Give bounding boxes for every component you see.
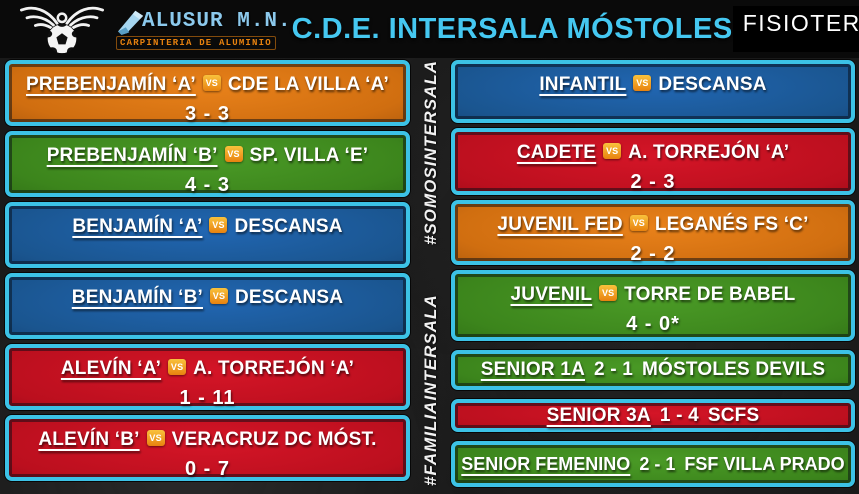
home-team: SENIOR FEMENINO — [461, 453, 631, 474]
home-team: JUVENIL FED — [497, 214, 623, 235]
match-card-prebenjamin-a: PREBENJAMÍN ‘A’ VS CDE LA VILLA ‘A’ 3 - 3 — [5, 60, 410, 126]
fisioterapia-sponsor-logo: FISIOTERAPIA Kinesis — [732, 6, 859, 52]
vs-badge-icon: VS — [603, 143, 622, 160]
match-score: 0 - 7 — [184, 458, 231, 480]
away-team: VERACRUZ DC MÓST. — [171, 429, 377, 450]
home-team: BENJAMÍN ‘B’ — [71, 287, 203, 308]
home-team: JUVENIL — [510, 284, 593, 305]
match-card-alevin-b: ALEVÍN ‘B’ VS VERACRUZ DC MÓST. 0 - 7 — [5, 415, 410, 481]
results-right-column: INFANTIL VS DESCANSA CADETE VS A. TORREJÓN ‘… — [451, 60, 855, 487]
match-card-senior-1a: SENIOR 1A 2 - 1 MÓSTOLES DEVILS — [451, 350, 855, 390]
vs-badge-icon: VS — [224, 146, 243, 163]
home-team: SENIOR 1A — [480, 359, 585, 380]
match-score: 3 - 3 — [184, 103, 231, 125]
match-card-benjamin-b: BENJAMÍN ‘B’ VS DESCANSA — [5, 273, 410, 339]
away-team: DESCANSA — [658, 74, 767, 95]
vs-badge-icon: VS — [599, 285, 618, 302]
match-score: 1 - 4 — [659, 404, 699, 426]
header-bar: ALUSUR M.N. CARPINTERIA DE ALUMINIO C.D.… — [0, 0, 859, 58]
match-score: 2 - 2 — [630, 243, 676, 265]
home-team: BENJAMÍN ‘A’ — [72, 216, 203, 237]
away-team: FSF VILLA PRADO — [684, 453, 845, 474]
vs-badge-icon: VS — [629, 215, 648, 232]
vs-badge-icon: VS — [146, 430, 165, 447]
match-card-benjamin-a: BENJAMÍN ‘A’ VS DESCANSA — [5, 202, 410, 268]
hashtag-familia-intersala: #FAMILIAINTERSALA — [420, 294, 440, 486]
away-team: LEGANÉS FS ‘C’ — [654, 214, 809, 235]
match-card-infantil: INFANTIL VS DESCANSA — [451, 60, 855, 123]
page-title: C.D.E. INTERSALA MÓSTOLES — [291, 12, 733, 45]
vs-badge-icon: VS — [202, 75, 221, 92]
home-team: INFANTIL — [539, 74, 627, 95]
alusur-sponsor-logo: ALUSUR M.N. CARPINTERIA DE ALUMINIO — [116, 9, 292, 50]
winged-ball-club-logo — [19, 6, 104, 54]
alusur-logo-mark — [118, 10, 144, 35]
match-score: 2 - 1 — [639, 453, 676, 474]
match-score: 2 - 3 — [630, 171, 676, 193]
home-team: ALEVÍN ‘B’ — [38, 429, 140, 450]
alusur-name: ALUSUR M.N. — [142, 10, 292, 33]
vs-badge-icon: VS — [168, 359, 187, 376]
match-card-prebenjamin-b: PREBENJAMÍN ‘B’ VS SP. VILLA ‘E’ 4 - 3 — [5, 131, 410, 197]
hashtag-banner: #FAMILIAINTERSALA #SOMOSINTERSALA — [412, 58, 449, 488]
match-card-alevin-a: ALEVÍN ‘A’ VS A. TORREJÓN ‘A’ 1 - 11 — [5, 344, 410, 410]
alusur-subtitle: CARPINTERIA DE ALUMINIO — [116, 35, 276, 50]
match-score: 4 - 0* — [626, 313, 680, 335]
vs-badge-icon: VS — [633, 75, 652, 92]
away-team: SP. VILLA ‘E’ — [249, 145, 369, 166]
away-team: DESCANSA — [234, 216, 343, 237]
home-team: PREBENJAMÍN ‘A’ — [26, 74, 196, 95]
vs-badge-icon: VS — [209, 217, 228, 234]
vs-badge-icon: VS — [209, 288, 228, 305]
away-team: MÓSTOLES DEVILS — [642, 359, 826, 380]
home-team: SENIOR 3A — [546, 404, 651, 426]
away-team: A. TORREJÓN ‘A’ — [628, 142, 790, 163]
home-team: CADETE — [516, 142, 597, 163]
away-team: A. TORREJÓN ‘A’ — [193, 358, 355, 379]
fisioterapia-name: FISIOTERAPIA — [742, 10, 859, 36]
home-team: PREBENJAMÍN ‘B’ — [46, 145, 218, 166]
match-card-juvenil: JUVENIL VS TORRE DE BABEL 4 - 0* — [451, 270, 855, 341]
away-team: SCFS — [707, 404, 760, 426]
match-card-senior-3a: SENIOR 3A 1 - 4 SCFS — [451, 399, 855, 432]
away-team: CDE LA VILLA ‘A’ — [227, 74, 389, 95]
results-left-column: PREBENJAMÍN ‘A’ VS CDE LA VILLA ‘A’ 3 - 3 … — [5, 60, 410, 481]
match-card-cadete: CADETE VS A. TORREJÓN ‘A’ 2 - 3 — [451, 128, 855, 195]
match-score: 1 - 11 — [179, 387, 236, 409]
away-team: TORRE DE BABEL — [624, 284, 796, 305]
match-score: 4 - 3 — [184, 174, 231, 196]
match-score: 2 - 1 — [594, 359, 634, 380]
match-card-juvenil-fed: JUVENIL FED VS LEGANÉS FS ‘C’ 2 - 2 — [451, 200, 855, 265]
match-card-senior-femenino: SENIOR FEMENINO 2 - 1 FSF VILLA PRADO — [451, 441, 855, 487]
home-team: ALEVÍN ‘A’ — [60, 358, 162, 379]
away-team: DESCANSA — [234, 287, 344, 308]
hashtag-somos-intersala: #SOMOSINTERSALA — [420, 60, 440, 246]
